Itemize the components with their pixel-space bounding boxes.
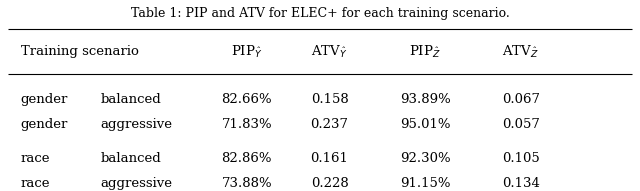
Text: balanced: balanced [100, 152, 161, 165]
Text: 91.15%: 91.15% [400, 177, 451, 190]
Text: Table 1: PIP and ATV for ELEC+ for each training scenario.: Table 1: PIP and ATV for ELEC+ for each … [131, 7, 509, 20]
Text: 0.158: 0.158 [310, 93, 348, 106]
Text: aggressive: aggressive [100, 118, 172, 131]
Text: 0.057: 0.057 [502, 118, 540, 131]
Text: 95.01%: 95.01% [400, 118, 451, 131]
Text: ATV$_{\hat{Z}}$: ATV$_{\hat{Z}}$ [502, 44, 539, 60]
Text: race: race [20, 177, 50, 190]
Text: 73.88%: 73.88% [221, 177, 272, 190]
Text: 93.89%: 93.89% [400, 93, 451, 106]
Text: 0.067: 0.067 [502, 93, 540, 106]
Text: aggressive: aggressive [100, 177, 172, 190]
Text: 0.161: 0.161 [310, 152, 349, 165]
Text: ATV$_{\hat{Y}}$: ATV$_{\hat{Y}}$ [311, 44, 348, 60]
Text: 0.134: 0.134 [502, 177, 540, 190]
Text: 82.86%: 82.86% [221, 152, 272, 165]
Text: Training scenario: Training scenario [20, 45, 138, 58]
Text: gender: gender [20, 118, 68, 131]
Text: PIP$_{\hat{Z}}$: PIP$_{\hat{Z}}$ [410, 44, 441, 60]
Text: PIP$_{\hat{Y}}$: PIP$_{\hat{Y}}$ [231, 44, 262, 60]
Text: 82.66%: 82.66% [221, 93, 272, 106]
Text: 0.237: 0.237 [310, 118, 349, 131]
Text: 0.105: 0.105 [502, 152, 540, 165]
Text: 71.83%: 71.83% [221, 118, 272, 131]
Text: 92.30%: 92.30% [400, 152, 451, 165]
Text: race: race [20, 152, 50, 165]
Text: gender: gender [20, 93, 68, 106]
Text: balanced: balanced [100, 93, 161, 106]
Text: 0.228: 0.228 [310, 177, 348, 190]
